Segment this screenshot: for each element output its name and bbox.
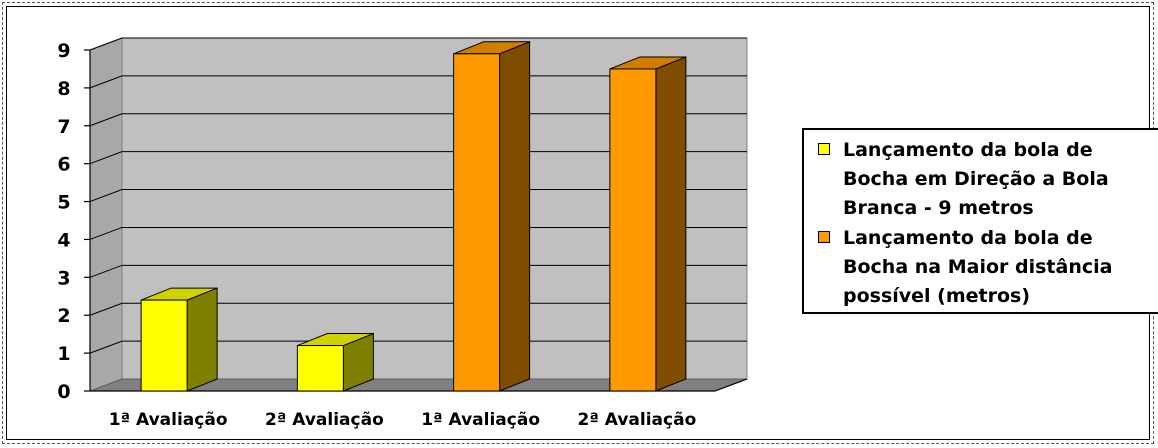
y-tick-label-3: 3 [57, 267, 70, 289]
y-tick-label-8: 8 [57, 78, 70, 100]
y-tick-label-6: 6 [57, 154, 70, 176]
bar-side [499, 41, 531, 392]
gridline-5 [89, 189, 747, 203]
bar-2-3 [453, 41, 531, 392]
y-tick-label-0: 0 [57, 381, 70, 403]
gridline-1 [89, 340, 747, 354]
bar-2-4 [609, 56, 687, 392]
x-tick-label-1: 1ª Avaliação [109, 410, 228, 430]
y-tick-label-4: 4 [57, 229, 70, 251]
gridlines [89, 37, 747, 354]
legend: Lançamento da bola de Bocha em Direção a… [802, 128, 1158, 314]
bar-front [453, 53, 501, 392]
legend-swatch-orange [818, 231, 830, 243]
floor-edge [714, 378, 748, 392]
x-tick-label-4: 2ª Avaliação [577, 410, 696, 430]
y-tick-labels: 0 1 2 3 4 5 6 7 8 9 [57, 40, 70, 403]
bar-front [140, 299, 188, 392]
y-tick-label-5: 5 [57, 192, 70, 214]
legend-label-series-2: Lançamento da bola de Bocha na Maior dis… [843, 227, 1113, 307]
bar-side [655, 56, 687, 392]
y-tick-label-2: 2 [57, 305, 70, 327]
x-tick-labels: 1ª Avaliação 2ª Avaliação 1ª Avaliação 2ª A… [109, 410, 697, 430]
y-tick-label-9: 9 [57, 40, 70, 62]
bars [140, 41, 687, 392]
y-tick-label-1: 1 [57, 343, 70, 365]
x-tick-label-2: 2ª Avaliação [265, 410, 384, 430]
gridline-9 [89, 37, 747, 51]
gridline-3 [89, 264, 747, 278]
gridline-4 [89, 226, 747, 240]
gridline-7 [89, 113, 747, 127]
bar-front [609, 68, 657, 392]
legend-label-series-1: Lançamento da bola de Bocha em Direção a… [843, 139, 1109, 219]
x-tick-label-3: 1ª Avaliação [421, 410, 540, 430]
gridline-8 [89, 75, 747, 89]
gridline-6 [89, 151, 747, 165]
bar-front [296, 345, 344, 392]
side-wall [89, 37, 123, 392]
bar-1-2 [296, 332, 374, 392]
legend-swatch-yellow [818, 143, 830, 155]
bar-1-1 [140, 287, 218, 392]
y-tick-label-7: 7 [57, 116, 70, 138]
bar-side [186, 287, 218, 392]
gridline-2 [89, 302, 747, 316]
